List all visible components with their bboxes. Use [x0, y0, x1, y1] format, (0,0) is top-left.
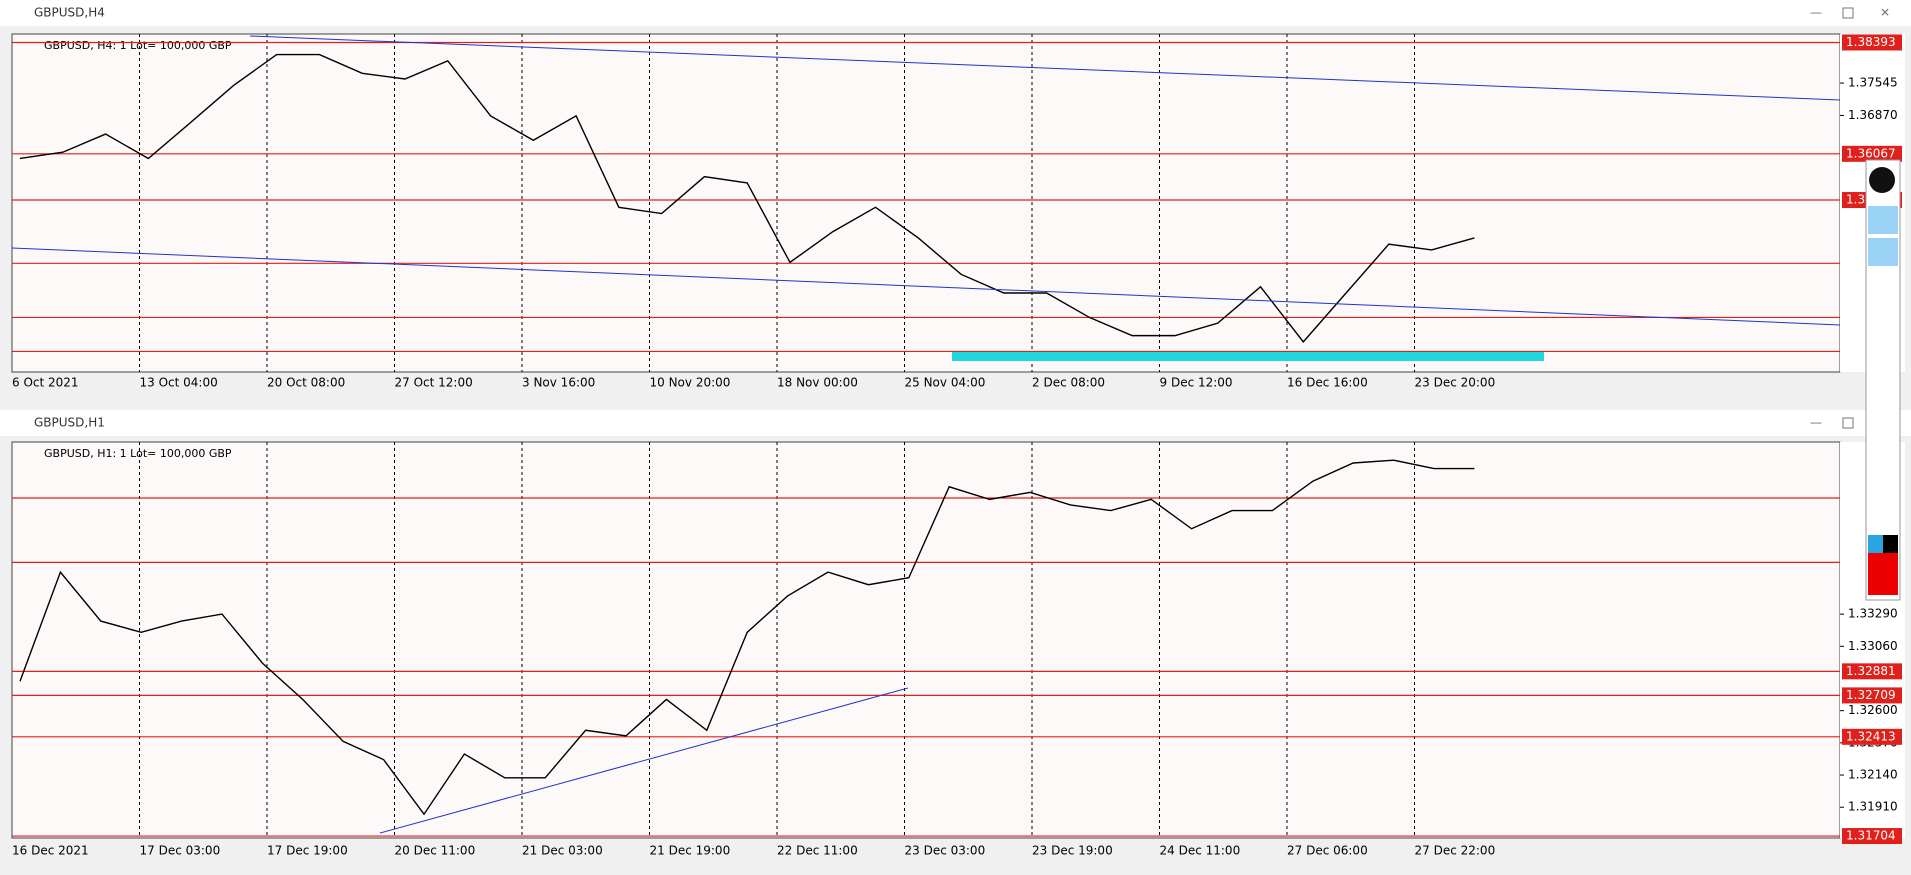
level-label: 1.38393	[1846, 35, 1896, 49]
time-label: 27 Dec 22:00	[1415, 844, 1496, 858]
trend-line	[11, 247, 1841, 326]
level-label: 1.32709	[1846, 688, 1896, 702]
price-label: 1.37545	[1848, 76, 1898, 90]
color-icon[interactable]	[1883, 535, 1898, 553]
window-title: GBPUSD,H4	[34, 6, 105, 20]
time-label: 20 Dec 11:00	[395, 844, 476, 858]
color-icon[interactable]	[1868, 535, 1883, 553]
time-label: 18 Nov 00:00	[777, 376, 858, 390]
time-label: 25 Nov 04:00	[905, 376, 986, 390]
price-label: 1.36870	[1848, 108, 1898, 122]
time-label: 20 Oct 08:00	[267, 376, 345, 390]
pin-icon[interactable]	[1869, 167, 1895, 193]
time-label: 23 Dec 03:00	[905, 844, 986, 858]
time-label: 27 Dec 06:00	[1287, 844, 1368, 858]
time-label: 6 Oct 2021	[12, 376, 79, 390]
time-label: 3 Nov 16:00	[522, 376, 595, 390]
time-label: 21 Dec 03:00	[522, 844, 603, 858]
trend-line	[379, 687, 909, 834]
time-label: 17 Dec 19:00	[267, 844, 348, 858]
level-badge	[1842, 145, 1902, 162]
trend-line	[249, 35, 1841, 101]
time-label: 23 Dec 19:00	[1032, 844, 1113, 858]
time-label: 16 Dec 16:00	[1287, 376, 1368, 390]
level-badge	[1842, 687, 1902, 704]
level-badge	[1842, 728, 1902, 745]
time-label: 21 Dec 19:00	[650, 844, 731, 858]
time-label: 22 Dec 11:00	[777, 844, 858, 858]
time-label: 2 Dec 08:00	[1032, 376, 1105, 390]
window-title: GBPUSD,H1	[34, 416, 105, 430]
time-label: 9 Dec 12:00	[1160, 376, 1233, 390]
chart-header: GBPUSD, H4: 1 Lot= 100,000 GBP	[44, 39, 232, 52]
level-label: 1.31704	[1846, 829, 1896, 843]
level-label: 1.32413	[1846, 729, 1896, 743]
time-label: 24 Dec 11:00	[1160, 844, 1241, 858]
level-label: 1.32881	[1846, 664, 1896, 678]
price-line	[19, 459, 1475, 816]
price-label: 1.33060	[1848, 639, 1898, 653]
toolbar	[1865, 159, 1901, 601]
maximize-button[interactable]	[1842, 7, 1854, 19]
cursor-icon[interactable]	[1868, 238, 1898, 266]
price-label: 1.32140	[1848, 768, 1898, 782]
chart-header: GBPUSD, H1: 1 Lot= 100,000 GBP	[44, 447, 232, 460]
time-label: 13 Oct 04:00	[140, 376, 218, 390]
time-label: 23 Dec 20:00	[1415, 376, 1496, 390]
price-label: 1.32600	[1848, 703, 1898, 717]
color-icon[interactable]	[1868, 553, 1898, 595]
minimize-button[interactable]: —	[1810, 416, 1822, 430]
plot-area	[11, 33, 1841, 373]
time-label: 10 Nov 20:00	[650, 376, 731, 390]
close-button[interactable]: ✕	[1880, 6, 1890, 20]
level-badge	[1842, 34, 1902, 51]
time-label: 27 Oct 12:00	[395, 376, 473, 390]
plot-area	[11, 441, 1841, 839]
level-badge	[1842, 663, 1902, 680]
title-bar	[0, 0, 1911, 26]
price-label: 1.33290	[1848, 607, 1898, 621]
price-label: 1.31910	[1848, 800, 1898, 814]
maximize-button[interactable]	[1842, 417, 1854, 429]
level-label: 1.36067	[1846, 146, 1896, 160]
eye-icon[interactable]	[1868, 206, 1898, 234]
time-label: 17 Dec 03:00	[140, 844, 221, 858]
title-bar	[0, 410, 1911, 436]
time-label: 16 Dec 2021	[12, 844, 89, 858]
support-zone	[952, 352, 1544, 361]
level-badge	[1842, 828, 1902, 845]
price-line	[19, 53, 1475, 343]
minimize-button[interactable]: —	[1810, 6, 1822, 20]
